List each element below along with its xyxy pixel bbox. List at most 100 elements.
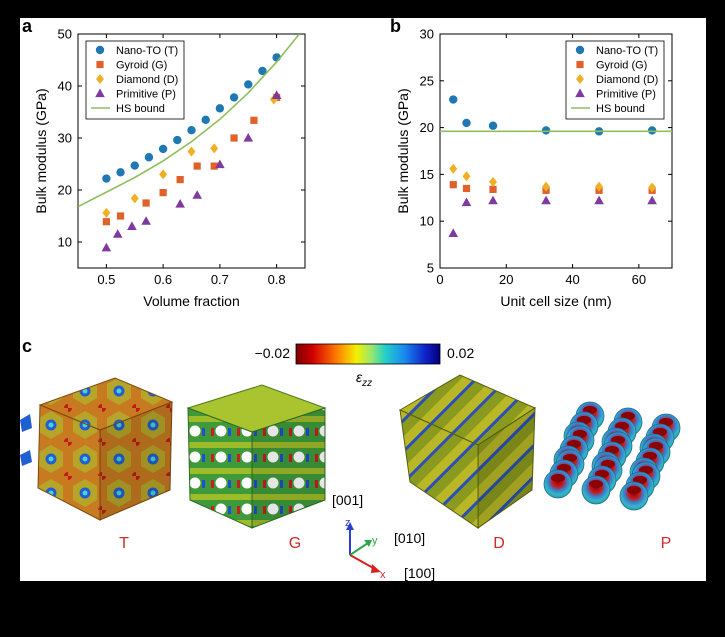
x-tick-label: 20 [499, 272, 513, 287]
data-point-T [541, 126, 551, 135]
legend-label: Gyroid (G) [596, 60, 647, 72]
data-point-P [271, 90, 282, 99]
data-point-G [210, 162, 218, 170]
data-point-D [449, 163, 458, 174]
data-point-D [648, 182, 657, 193]
colorbar [295, 343, 441, 365]
sphere [543, 469, 573, 499]
legend-label: Diamond (D) [596, 74, 658, 86]
plot-area [440, 95, 672, 237]
y-tick-label: 40 [58, 79, 72, 94]
series-line-HS [78, 34, 300, 208]
data-point-G [159, 189, 167, 197]
data-point-P [101, 242, 112, 252]
data-point-T [647, 126, 657, 135]
sphere-cap [589, 480, 603, 488]
y-axis-arrow [349, 542, 369, 556]
y-tick-label: 50 [58, 27, 72, 42]
data-point-T [144, 153, 154, 162]
legend-marker-D [576, 74, 584, 84]
z-axis-label: z [345, 517, 351, 529]
sphere [581, 475, 611, 505]
data-point-G [116, 212, 125, 220]
panel-label-c: c [22, 336, 32, 356]
data-point-P [647, 195, 657, 205]
structure-P-label: P [661, 535, 672, 552]
data-point-T [449, 95, 458, 104]
data-point-G [176, 176, 184, 184]
colorbar-max-label: 0.02 [447, 345, 474, 361]
y-tick-label: 30 [58, 131, 72, 146]
structure-T-label: T [119, 535, 129, 552]
legend-label: Nano-TO (T) [116, 45, 178, 57]
data-point-P [461, 197, 472, 207]
data-point-D [210, 143, 219, 154]
data-point-P [192, 190, 202, 199]
x-tick-label: 40 [565, 272, 579, 287]
data-point-T [158, 144, 168, 154]
data-point-P [488, 195, 498, 205]
legend-marker-T [575, 45, 585, 55]
colorbar-symbol: ε [356, 369, 363, 385]
legend: Nano-TO (T) Gyroid (G) Diamond (D) Primitiv… [85, 40, 185, 120]
x-tick-label: 0.5 [97, 272, 115, 287]
data-point-D [102, 207, 111, 218]
data-point-T [173, 135, 182, 145]
y-tick-label: 10 [420, 214, 434, 229]
sphere-cap [627, 486, 641, 494]
data-point-T [102, 174, 111, 183]
plot-area [78, 34, 300, 252]
data-point-G [250, 116, 258, 124]
axes-box [77, 33, 306, 269]
data-point-P [215, 159, 225, 169]
direction-010: [010] [394, 530, 425, 546]
data-point-G [462, 184, 471, 193]
legend-label: Diamond (D) [116, 74, 178, 86]
structure-D-render [398, 374, 537, 529]
data-point-P [243, 133, 254, 142]
data-point-T [215, 104, 225, 113]
legend-label: Primitive (P) [116, 89, 176, 101]
x-axis-arrow [349, 554, 376, 570]
data-point-T [244, 80, 253, 89]
x-tick-label: 0.8 [268, 272, 286, 287]
data-point-T [187, 126, 196, 135]
legend-marker-G [576, 60, 584, 69]
data-point-G [449, 181, 457, 189]
data-point-T [116, 168, 125, 177]
x-tick-label: 0.7 [211, 272, 229, 287]
y-tick-label: 25 [420, 73, 434, 88]
structure-T-render [20, 377, 174, 521]
legend-label: Nano-TO (T) [596, 45, 658, 57]
y-tick-label: 15 [420, 167, 434, 182]
data-point-P [175, 199, 185, 208]
data-point-P [127, 221, 137, 230]
y-tick-label: 20 [420, 120, 434, 135]
y-tick-label: 30 [420, 27, 434, 42]
data-point-D [542, 181, 551, 192]
legend-label: HS bound [596, 103, 645, 115]
structure-G-label: G [289, 535, 301, 552]
data-point-T [130, 161, 139, 170]
legend-marker-T [95, 45, 105, 55]
y-tick-label: 20 [58, 183, 72, 198]
data-point-G [102, 218, 110, 226]
data-point-G [489, 185, 497, 193]
data-point-D [130, 193, 139, 204]
x-tick-label: 0.6 [154, 272, 172, 287]
data-point-T [488, 121, 498, 130]
chart-a: 0.5 0.6 0.7 0.8 10 20 30 40 50 Volume fraction Bul… [33, 27, 306, 309]
x-axis-label: x [380, 569, 386, 581]
axes-box [439, 33, 673, 269]
data-point-P [448, 228, 459, 237]
colorbar-quantity: εzz [356, 369, 372, 389]
data-point-T [201, 115, 210, 125]
data-point-D [187, 146, 196, 157]
data-point-D [462, 171, 471, 182]
legend: Nano-TO (T) Gyroid (G) Diamond (D) Primitiv… [565, 40, 665, 120]
y-axis-label: y [372, 535, 378, 547]
data-point-G [142, 199, 150, 207]
legend-label: Gyroid (G) [116, 60, 167, 72]
data-point-P [541, 195, 551, 205]
data-point-D [595, 181, 604, 192]
